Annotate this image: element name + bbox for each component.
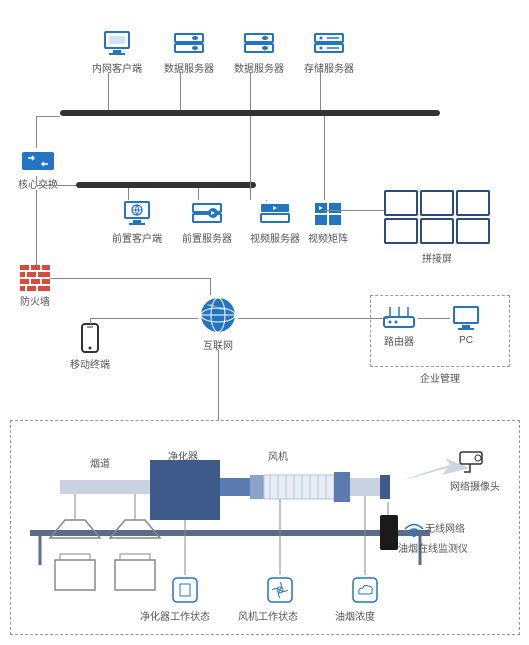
- pc: PC: [450, 305, 482, 346]
- video-server-label: 视频服务器: [250, 230, 300, 245]
- core-switch-label: 核心交换: [18, 176, 58, 191]
- storage-server: 存储服务器: [304, 30, 354, 75]
- mobile-label: 移动终端: [70, 356, 110, 371]
- pc-label: PC: [459, 335, 473, 346]
- front-server-label: 前置服务器: [182, 230, 232, 245]
- front-client: 前置客户端: [112, 200, 162, 245]
- video-matrix: 视频矩阵: [308, 200, 348, 245]
- connector: [250, 116, 251, 200]
- connector: [36, 190, 37, 265]
- connector: [324, 116, 325, 200]
- router-icon: [382, 305, 416, 331]
- connector: [36, 116, 37, 148]
- data-server-1: 数据服务器: [164, 30, 214, 75]
- matrix-icon: [312, 200, 344, 228]
- duct-label: 烟道: [90, 455, 110, 470]
- connector: [90, 318, 91, 324]
- connector: [320, 72, 321, 110]
- purifier-status-label: 净化器工作状态: [140, 608, 210, 623]
- monitor-device-label: 油烟在线监测仪: [398, 540, 468, 555]
- data-server-2: 数据服务器: [234, 30, 284, 75]
- mid-bus-bar: [76, 182, 256, 188]
- firewall-icon: [20, 265, 50, 291]
- connector: [218, 350, 219, 420]
- storage-server-label: 存储服务器: [304, 60, 354, 75]
- monitor-globe-icon: [121, 200, 153, 228]
- connector: [238, 318, 388, 319]
- connector: [108, 72, 109, 110]
- connector: [180, 72, 181, 110]
- firewall: 防火墙: [20, 265, 50, 308]
- pc-icon: [450, 305, 482, 333]
- intranet-client-label: 内网客户端: [92, 60, 142, 75]
- video-wall-label: 拼接屏: [422, 250, 452, 265]
- smoke-density-label: 油烟浓度: [335, 608, 375, 623]
- connector: [198, 188, 199, 200]
- connector: [324, 210, 384, 211]
- globe-icon: [198, 295, 238, 335]
- enterprise-label: 企业管理: [420, 370, 460, 385]
- data-server-2-label: 数据服务器: [234, 60, 284, 75]
- video-wall: 拼接屏: [384, 190, 490, 265]
- connector: [50, 278, 210, 279]
- firewall-label: 防火墙: [20, 293, 50, 308]
- intranet-client: 内网客户端: [92, 30, 142, 75]
- mobile-terminal: 移动终端: [70, 322, 110, 371]
- internet: 互联网: [198, 295, 238, 352]
- connector: [418, 318, 450, 319]
- connector: [36, 116, 60, 117]
- connector: [210, 278, 211, 295]
- connector: [36, 185, 76, 186]
- monitor-icon: [101, 30, 133, 58]
- fan-status-label: 风机工作状态: [238, 608, 298, 623]
- connector: [250, 72, 251, 110]
- phone-icon: [80, 322, 100, 354]
- camera-label: 网络摄像头: [450, 478, 500, 493]
- video-server: 视频服务器: [250, 200, 300, 245]
- router-label: 路由器: [384, 333, 414, 348]
- server-video-icon: [259, 200, 291, 228]
- purifier-label: 净化器: [168, 448, 198, 463]
- switch-icon: [20, 148, 56, 174]
- router: 路由器: [382, 305, 416, 348]
- diagram-canvas: 内网客户端 数据服务器 数据服务器 存储服务器 核心交换 前置客户端 前置服务器: [0, 0, 529, 645]
- video-matrix-label: 视频矩阵: [308, 230, 348, 245]
- server-storage-icon: [313, 30, 345, 58]
- server-db-icon: [243, 30, 275, 58]
- data-server-1-label: 数据服务器: [164, 60, 214, 75]
- connector: [128, 188, 129, 200]
- fan-label: 风机: [268, 448, 288, 463]
- connector: [90, 318, 198, 319]
- wifi-label: 无线网络: [425, 520, 465, 535]
- server-db-icon: [173, 30, 205, 58]
- server-play-icon: [191, 200, 223, 228]
- video-wall-grid: [384, 190, 490, 244]
- front-client-label: 前置客户端: [112, 230, 162, 245]
- front-server: 前置服务器: [182, 200, 232, 245]
